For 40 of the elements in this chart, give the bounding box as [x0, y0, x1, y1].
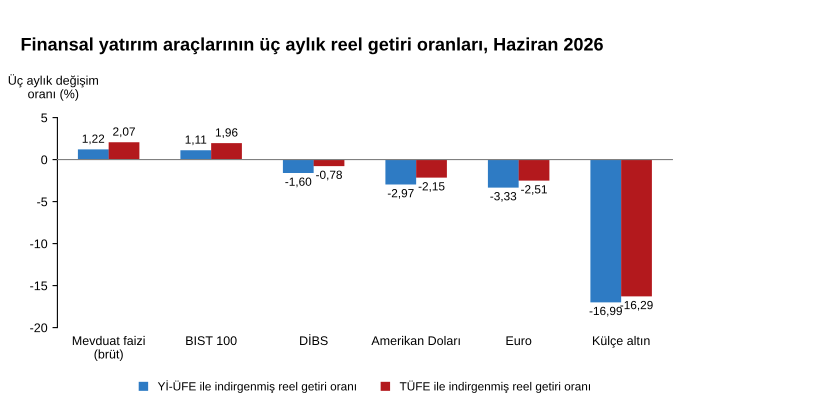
data-label: -3,33: [490, 192, 516, 202]
bar: [518, 160, 550, 181]
bar: [416, 160, 447, 178]
legend-label: TÜFE ile indirgenmiş reel getiri oranı: [400, 380, 590, 393]
bar: [211, 143, 242, 160]
data-label: -16,29: [620, 300, 653, 311]
x-tick-label: Amerikan Doları: [371, 336, 460, 346]
chart-title: Finansal yatırım araçlarının üç aylık reel getiri oranları, Haziran 2026: [22, 37, 603, 54]
y-tick-label: -20: [30, 323, 48, 332]
bar: [282, 160, 314, 174]
y-axis-title: Üç aylık değişim oranı (%): [8, 74, 98, 101]
data-label: 1,22: [82, 134, 104, 144]
data-label: -16,99: [590, 306, 622, 317]
bar: [621, 160, 652, 296]
bar: [78, 149, 109, 160]
bar: [108, 142, 140, 160]
data-label: -2,51: [521, 185, 547, 195]
data-label: 1,96: [216, 128, 238, 138]
data-label: -2,97: [388, 189, 414, 199]
y-tick-label: -10: [30, 239, 48, 248]
x-tick-label: BIST 100: [186, 336, 237, 346]
y-tick-label: 0: [41, 155, 48, 164]
x-tick-label: Euro: [506, 336, 532, 346]
data-label: -1,60: [285, 178, 312, 188]
bar: [314, 160, 344, 166]
legend-label: Yİ-ÜFE ile indirgenmiş reel getiri oranı: [158, 380, 356, 393]
bar: [385, 160, 416, 185]
y-tick-label: -15: [30, 282, 48, 290]
y-tick-label: 5: [41, 114, 48, 122]
bar: [488, 160, 519, 188]
x-tick-label: Mevduat faizi (brüt): [72, 336, 145, 362]
x-tick-label: DİBS: [300, 334, 328, 346]
bar: [590, 160, 622, 302]
data-label: -0,78: [316, 170, 342, 180]
y-tick-label: -5: [37, 198, 48, 206]
data-label: 2,07: [113, 127, 135, 138]
data-label: 1,11: [186, 136, 206, 146]
x-tick-label: Külçe altın: [592, 336, 650, 348]
bar: [180, 150, 212, 160]
data-label: -2,15: [418, 182, 444, 192]
